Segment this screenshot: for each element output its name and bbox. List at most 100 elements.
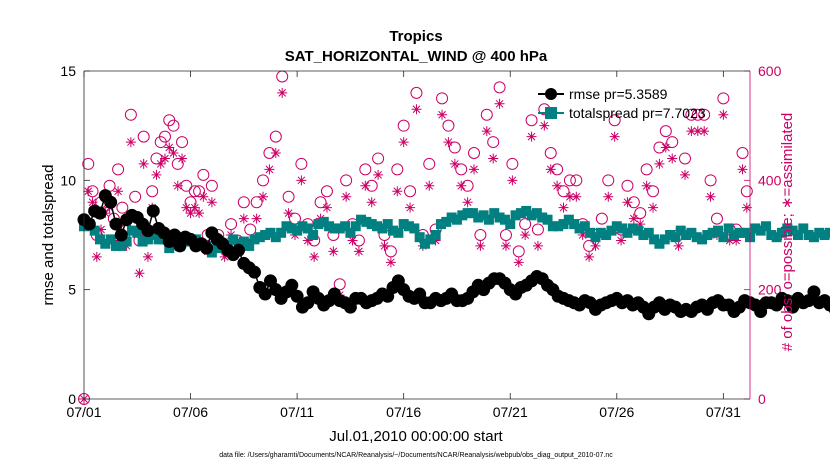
assimilated-obs-marker (660, 142, 671, 153)
assimilated-obs-marker (635, 219, 646, 230)
assimilated-obs-marker (309, 251, 320, 262)
totalspread-marker (462, 208, 473, 219)
possible-obs-marker (129, 190, 142, 203)
totalspread-marker (531, 208, 542, 219)
rmse-marker (301, 296, 315, 310)
rmse-marker (141, 224, 155, 238)
totalspread-marker (563, 214, 574, 225)
totalspread-marker (686, 227, 697, 238)
totalspread-marker (388, 225, 399, 236)
totalspread-marker (547, 221, 558, 232)
assimilated-obs-marker (500, 240, 511, 251)
possible-obs-marker (448, 141, 461, 154)
possible-obs-marker (359, 163, 372, 176)
legend-rmse-marker (545, 88, 557, 100)
x-tick-label: 07/31 (706, 404, 741, 420)
totalspread-marker (814, 227, 825, 238)
possible-obs-marker (678, 152, 691, 165)
possible-obs-marker (710, 212, 723, 225)
possible-obs-marker (237, 196, 250, 209)
possible-obs-marker (531, 223, 544, 236)
possible-obs-marker (704, 174, 717, 187)
possible-obs-marker (423, 157, 436, 170)
totalspread-marker (324, 221, 335, 232)
totalspread-marker (446, 212, 457, 223)
legend-spread-label: totalspread pr=7.7023 (569, 105, 706, 121)
assimilated-obs-marker (705, 191, 716, 202)
assimilated-obs-marker (532, 240, 543, 251)
assimilated-obs-marker (341, 191, 352, 202)
legend-rmse-label: rmse pr=5.3589 (569, 86, 668, 102)
totalspread-marker (585, 227, 596, 238)
assimilated-obs-marker (328, 246, 339, 257)
possible-obs-marker (468, 147, 481, 159)
assimilated-obs-marker (679, 169, 690, 180)
totalspread-marker (409, 223, 420, 234)
assimilated-obs-marker (686, 126, 697, 137)
possible-obs-marker (158, 130, 171, 143)
assimilated-obs-marker (545, 164, 556, 175)
assimilated-obs-marker (731, 235, 742, 246)
possible-obs-marker (269, 130, 282, 143)
totalspread-marker (270, 232, 281, 243)
rmse-marker (285, 278, 299, 292)
totalspread-marker (670, 232, 681, 243)
totalspread-marker (590, 232, 601, 243)
possible-obs-marker (499, 229, 512, 241)
assimilated-obs-marker (424, 180, 435, 191)
assimilated-obs-marker (296, 175, 307, 186)
y-tick-label: 15 (60, 63, 76, 79)
totalspread-marker (579, 221, 590, 232)
totalspread-marker (622, 227, 633, 238)
possible-obs-marker (146, 185, 159, 198)
assimilated-obs-marker (321, 202, 332, 213)
totalspread-marker (430, 230, 441, 240)
possible-obs-marker (404, 185, 417, 198)
totalspread-marker (489, 208, 500, 219)
assimilated-obs-marker (392, 186, 403, 197)
totalspread-marker (521, 205, 532, 216)
assimilated-obs-marker (270, 148, 281, 158)
possible-obs-marker (602, 174, 615, 187)
assimilated-obs-marker (138, 158, 149, 169)
assimilated-obs-marker (385, 257, 396, 268)
possible-obs-marker (487, 136, 500, 149)
totalspread-marker (515, 208, 526, 219)
totalspread-marker (212, 243, 223, 254)
totalspread-marker (808, 232, 819, 243)
totalspread-marker (665, 230, 676, 240)
totalspread-marker (643, 227, 654, 238)
totalspread-marker (366, 219, 377, 230)
possible-obs-marker (442, 119, 455, 132)
totalspread-marker (638, 230, 649, 240)
totalspread-marker (132, 227, 143, 238)
totalspread-marker (254, 232, 265, 243)
possible-obs-marker (691, 108, 704, 121)
possible-obs-marker (320, 185, 333, 198)
assimilated-obs-marker (366, 197, 377, 208)
possible-obs-marker (525, 114, 538, 127)
totalspread-marker (382, 219, 393, 230)
rmse-marker (232, 243, 246, 257)
totalspread-marker (100, 238, 111, 249)
rmse-marker (290, 289, 304, 303)
possible-obs-marker (257, 174, 270, 187)
possible-obs-marker (608, 114, 621, 127)
possible-obs-marker (736, 147, 749, 159)
assimilated-obs-marker (469, 164, 480, 175)
totalspread-marker (393, 227, 404, 238)
totalspread-marker (729, 230, 740, 240)
assimilated-obs-marker (164, 142, 175, 153)
totalspread-marker (569, 219, 580, 230)
y2-axis-label: # of obs: o=possible; ∗=assimilated (779, 113, 796, 352)
totalspread-marker (739, 227, 750, 238)
possible-obs-marker (557, 185, 570, 198)
totalspread-marker (286, 223, 297, 234)
possible-obs-marker (634, 207, 647, 220)
assimilated-obs-marker (181, 202, 192, 213)
totalspread-marker (691, 232, 702, 243)
y2-tick-label: 200 (758, 282, 782, 298)
assimilated-obs-marker (603, 191, 614, 202)
totalspread-marker (356, 214, 367, 225)
